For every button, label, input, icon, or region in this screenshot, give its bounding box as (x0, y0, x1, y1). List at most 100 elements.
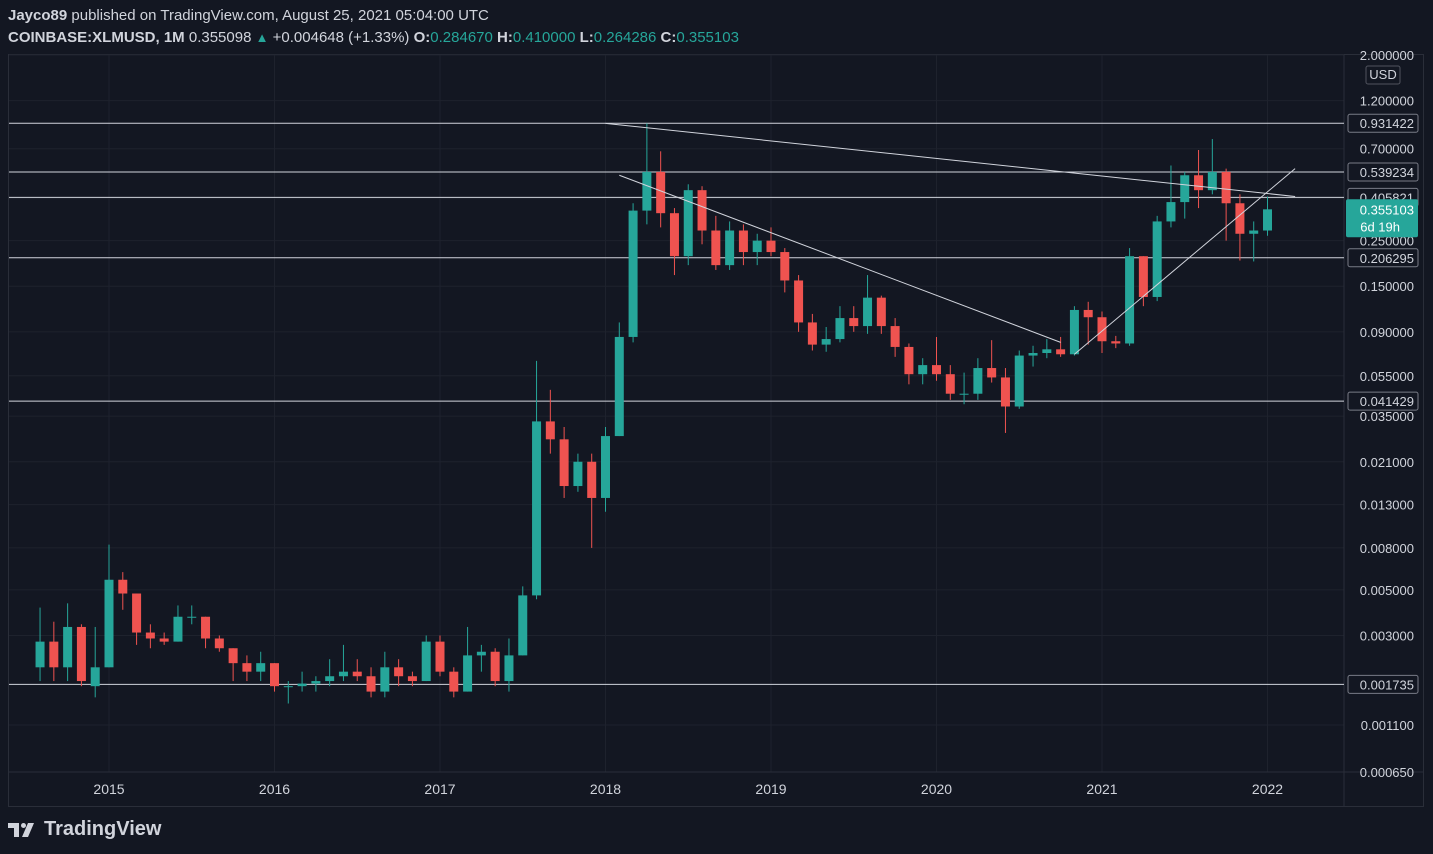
candle[interactable] (352, 659, 362, 682)
candle[interactable] (614, 322, 624, 437)
candle[interactable] (435, 635, 445, 677)
candle[interactable] (1249, 221, 1259, 262)
symbol-name[interactable]: COINBASE:XLMUSD, 1M (8, 29, 185, 46)
candle[interactable] (518, 586, 528, 656)
candle[interactable] (90, 626, 100, 698)
candle[interactable] (118, 572, 128, 610)
candle[interactable] (421, 635, 431, 682)
candle[interactable] (642, 123, 652, 225)
candle[interactable] (35, 607, 45, 682)
candle[interactable] (904, 343, 914, 385)
candle[interactable] (1235, 194, 1245, 261)
candle[interactable] (863, 275, 873, 334)
candle[interactable] (476, 644, 486, 672)
candle[interactable] (242, 655, 252, 682)
candle[interactable] (173, 605, 183, 642)
candle[interactable] (159, 632, 169, 645)
candle[interactable] (256, 651, 266, 682)
candle[interactable] (876, 295, 886, 334)
tradingview-brand[interactable]: TradingView (8, 818, 161, 841)
candle[interactable] (794, 275, 804, 332)
y-axis[interactable]: 2.0000001.2000000.7000000.4000000.250000… (1360, 48, 1414, 780)
candle[interactable] (918, 358, 928, 385)
candle[interactable] (959, 372, 969, 405)
candles[interactable] (35, 123, 1272, 704)
candle[interactable] (1207, 139, 1217, 195)
candle[interactable] (325, 659, 335, 687)
candle[interactable] (1194, 150, 1204, 209)
candle[interactable] (63, 603, 73, 682)
trendline[interactable] (1074, 168, 1296, 355)
candle[interactable] (297, 671, 307, 692)
candle[interactable] (545, 389, 555, 454)
candle[interactable] (890, 318, 900, 357)
x-axis[interactable]: 2015 2016 2017 2018 2019 2020 2021 2022 (93, 781, 1283, 797)
candle[interactable] (987, 340, 997, 383)
candle[interactable] (669, 208, 679, 276)
candle[interactable] (752, 233, 762, 266)
candle[interactable] (1069, 306, 1079, 356)
candle[interactable] (1097, 311, 1107, 354)
candle[interactable] (697, 186, 707, 245)
candle[interactable] (1221, 168, 1231, 241)
candle[interactable] (270, 663, 279, 692)
candle[interactable] (1014, 350, 1024, 409)
horizontal-levels[interactable]: 0.9314220.5392340.4058210.2062950.041429… (9, 113, 1419, 694)
candle[interactable] (821, 327, 831, 352)
candle[interactable] (932, 336, 941, 381)
trendline[interactable] (619, 174, 1061, 343)
candle[interactable] (311, 676, 321, 692)
candle[interactable] (849, 306, 859, 332)
candle[interactable] (490, 648, 500, 687)
candle[interactable] (559, 426, 569, 498)
candle[interactable] (1111, 335, 1121, 349)
candle[interactable] (366, 667, 376, 698)
candle[interactable] (683, 184, 693, 266)
candle[interactable] (49, 621, 59, 682)
candle[interactable] (1000, 368, 1010, 433)
candle[interactable] (711, 215, 721, 270)
candle[interactable] (656, 151, 666, 228)
candle[interactable] (1263, 196, 1272, 236)
candle[interactable] (76, 624, 86, 687)
candle[interactable] (504, 638, 514, 692)
candle[interactable] (104, 544, 114, 668)
candle[interactable] (1152, 215, 1162, 302)
candle[interactable] (725, 221, 735, 270)
candle[interactable] (738, 224, 748, 266)
candle[interactable] (587, 453, 597, 548)
candle[interactable] (201, 616, 211, 649)
candle[interactable] (463, 626, 473, 692)
trendlines[interactable] (605, 122, 1296, 355)
candle[interactable] (780, 248, 790, 293)
candle[interactable] (407, 671, 417, 687)
candle[interactable] (214, 635, 224, 652)
candle[interactable] (1056, 336, 1066, 357)
candle[interactable] (380, 651, 390, 698)
candle[interactable] (449, 667, 459, 698)
candle[interactable] (973, 358, 983, 400)
candle[interactable] (945, 365, 955, 400)
candle[interactable] (628, 203, 638, 343)
candle[interactable] (835, 306, 845, 343)
candle[interactable] (283, 681, 293, 704)
candle[interactable] (1166, 165, 1176, 228)
candle[interactable] (338, 644, 348, 682)
trendline[interactable] (605, 122, 1296, 197)
candle[interactable] (573, 453, 583, 492)
candle[interactable] (1138, 256, 1148, 307)
candle[interactable] (1028, 345, 1038, 367)
candle[interactable] (1125, 248, 1135, 346)
candle[interactable] (601, 426, 610, 512)
candle[interactable] (228, 648, 238, 682)
candle[interactable] (807, 313, 817, 351)
candle[interactable] (187, 605, 197, 625)
candle[interactable] (1042, 339, 1052, 359)
candle[interactable] (145, 624, 155, 649)
candle[interactable] (394, 659, 404, 687)
candle[interactable] (132, 593, 142, 645)
candle[interactable] (1083, 301, 1093, 345)
candle[interactable] (532, 360, 542, 600)
currency-label[interactable]: USD (1365, 65, 1401, 85)
